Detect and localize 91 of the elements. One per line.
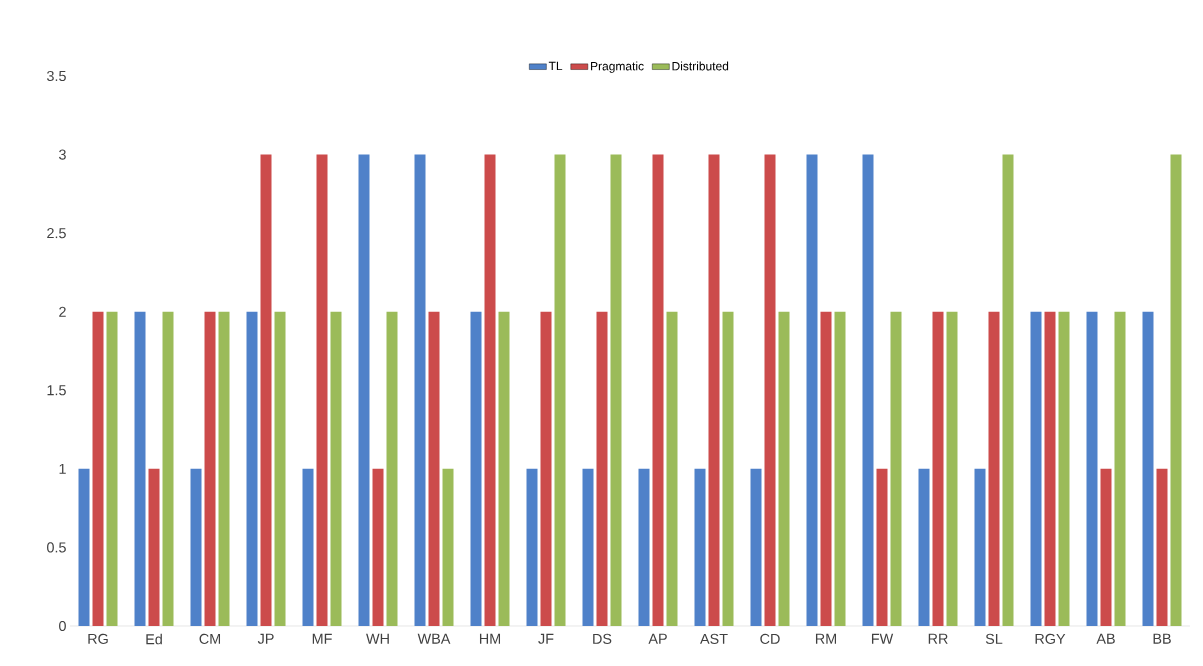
bar xyxy=(498,311,510,626)
x-tick-label: JP xyxy=(257,633,274,644)
y-tick-label: 2.5 xyxy=(47,228,66,239)
legend-label: Distributed xyxy=(672,61,729,71)
bar xyxy=(918,468,930,626)
bar xyxy=(1100,468,1112,626)
bar xyxy=(610,154,622,626)
x-tick-label: Ed xyxy=(146,633,162,645)
bar xyxy=(694,468,706,626)
bar xyxy=(316,154,328,626)
bar xyxy=(470,311,482,626)
x-tick-label: RR xyxy=(928,633,948,644)
y-tick-label: 1.5 xyxy=(47,385,66,396)
bar xyxy=(1002,154,1014,626)
bar xyxy=(134,311,146,626)
y-tick-label: 3.5 xyxy=(47,70,66,82)
bar xyxy=(1170,154,1182,626)
bar xyxy=(428,311,440,626)
x-tick-label: DS xyxy=(593,633,612,644)
x-tick-label: AST xyxy=(700,633,728,644)
x-tick-label: RM xyxy=(815,633,836,644)
bar xyxy=(442,468,454,626)
x-tick-label: HM xyxy=(479,633,501,644)
x-tick-label: CD xyxy=(760,633,780,644)
bar xyxy=(1142,311,1154,626)
x-tick-label: AB xyxy=(1096,633,1115,644)
y-tick-label: 3 xyxy=(59,149,66,160)
x-tick-label: JF xyxy=(538,633,554,644)
bar xyxy=(106,311,118,626)
bar xyxy=(162,311,174,626)
y-tick-label: 1 xyxy=(59,463,66,474)
bar xyxy=(638,468,650,626)
bar xyxy=(876,468,888,626)
bar xyxy=(932,311,944,626)
x-tick-label: BB xyxy=(1153,633,1171,644)
bar xyxy=(148,468,160,626)
bar xyxy=(274,311,286,626)
bar xyxy=(806,154,818,626)
bar xyxy=(1156,468,1168,626)
bar xyxy=(820,311,832,626)
bar xyxy=(372,468,384,626)
bar xyxy=(834,311,846,626)
x-tick-label: SL xyxy=(985,633,1003,644)
bar xyxy=(1044,311,1056,626)
bar xyxy=(596,311,608,626)
bar xyxy=(1114,311,1126,626)
y-tick-label: 0 xyxy=(59,620,66,632)
bar xyxy=(722,311,734,626)
x-tick-label: AP xyxy=(648,633,667,644)
bar xyxy=(526,468,538,626)
x-tick-label: WH xyxy=(366,633,389,644)
bar xyxy=(1086,311,1098,626)
x-tick-label: MF xyxy=(312,633,332,644)
y-tick-label: 2 xyxy=(59,306,66,317)
bar xyxy=(92,311,104,626)
bar xyxy=(652,154,664,626)
bar xyxy=(988,311,1000,626)
x-tick-label: RGY xyxy=(1035,633,1066,644)
bar xyxy=(414,154,426,626)
bar xyxy=(78,468,90,626)
bar xyxy=(484,154,496,626)
bar xyxy=(666,311,678,626)
bar xyxy=(218,311,230,626)
y-tick-label: 0.5 xyxy=(47,542,66,553)
bar xyxy=(540,311,552,626)
bar xyxy=(778,311,790,626)
bar xyxy=(358,154,370,626)
bar xyxy=(204,311,216,626)
legend-label: Pragmatic xyxy=(591,61,644,73)
bar xyxy=(582,468,594,626)
bar xyxy=(554,154,566,626)
legend-label: TL xyxy=(548,61,563,71)
bar xyxy=(260,154,272,626)
bar xyxy=(1058,311,1070,626)
bar xyxy=(890,311,902,626)
bar xyxy=(974,468,986,626)
x-tick-label: RG xyxy=(88,633,108,644)
bar xyxy=(764,154,776,626)
bar xyxy=(386,311,398,626)
x-tick-label: WBA xyxy=(417,633,451,644)
bar xyxy=(750,468,762,626)
bar xyxy=(246,311,258,626)
bar xyxy=(1030,311,1042,626)
bar xyxy=(190,468,202,626)
bar xyxy=(330,311,342,626)
bar xyxy=(302,468,314,626)
x-tick-label: CM xyxy=(199,633,221,644)
x-tick-label: FW xyxy=(871,633,894,644)
bar xyxy=(946,311,958,626)
bar xyxy=(862,154,874,626)
bar xyxy=(708,154,720,626)
